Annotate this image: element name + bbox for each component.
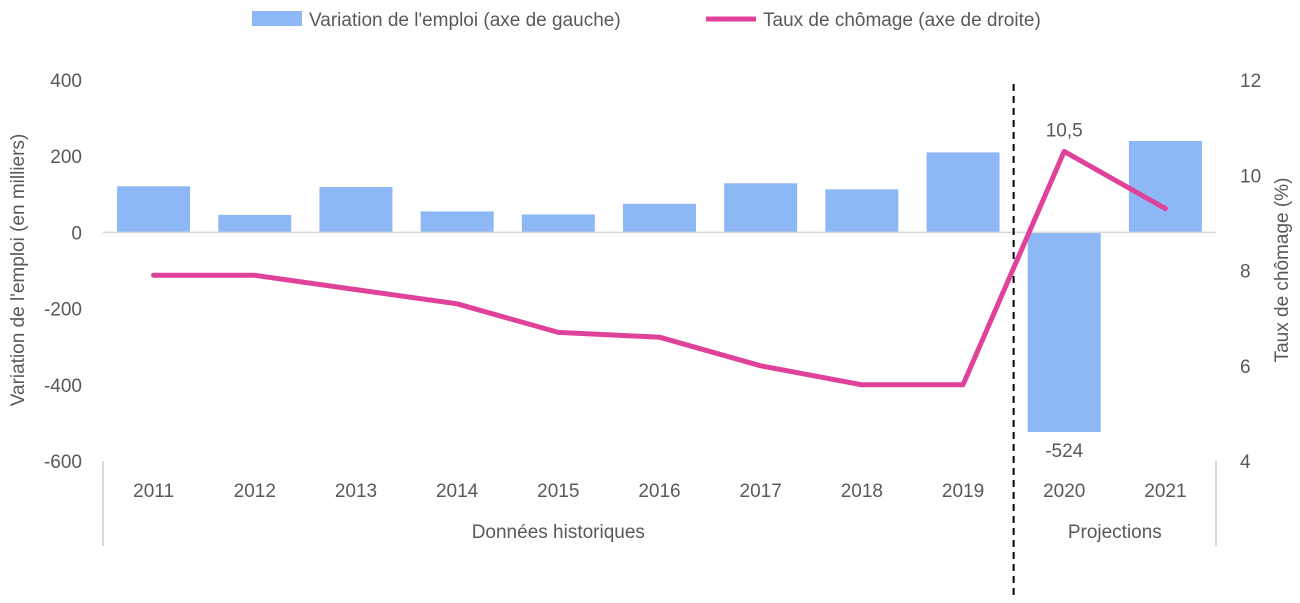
left-tick-label: 0: [71, 223, 82, 244]
group-label: Projections: [1068, 522, 1162, 543]
category-label-2019: 2019: [942, 481, 984, 502]
group-labels: Données historiques Projections: [472, 522, 1162, 543]
left-axis-title: Variation de l'emploi (en milliers): [8, 134, 29, 407]
right-tick-label: 12: [1240, 71, 1261, 92]
bar-2018: [825, 189, 899, 233]
bar-2016: [623, 203, 696, 233]
category-label-2018: 2018: [841, 481, 883, 502]
left-axis-ticks: 400 200 0 -200 -400 -600: [44, 71, 82, 473]
left-tick-label: 400: [50, 71, 82, 92]
left-tick-label: -400: [44, 376, 82, 397]
data-label-2020: -524: [1045, 441, 1083, 462]
bar-2021: [1128, 140, 1202, 233]
legend-label-emploi: Variation de l'emploi (axe de gauche): [309, 10, 621, 31]
bar-2020: [1027, 232, 1101, 433]
category-labels: 2011 2012 2013 2014 2015 2016 2017 2018 2019 2020…: [133, 481, 1186, 502]
right-tick-label: 4: [1240, 452, 1251, 473]
legend: Variation de l'emploi (axe de gauche) Ta…: [252, 10, 1041, 31]
category-label-2020: 2020: [1043, 481, 1085, 502]
right-axis-title: Taux de chômage (%): [1272, 178, 1293, 363]
category-label-2017: 2017: [740, 481, 782, 502]
category-label-2013: 2013: [335, 481, 377, 502]
data-labels: 10,5 -524: [1045, 120, 1083, 462]
category-label-2015: 2015: [537, 481, 579, 502]
right-tick-label: 10: [1240, 166, 1261, 187]
bar-2015: [521, 214, 595, 233]
right-tick-label: 6: [1240, 357, 1251, 378]
bar-2019: [926, 152, 1000, 233]
legend-bar-swatch: [252, 11, 302, 26]
group-label: Données historiques: [472, 522, 645, 543]
bar-2012: [218, 214, 292, 233]
category-label-2021: 2021: [1144, 481, 1186, 502]
category-label-2016: 2016: [638, 481, 680, 502]
bar-2014: [420, 211, 494, 233]
right-tick-label: 8: [1240, 262, 1251, 283]
category-label-2014: 2014: [436, 481, 479, 502]
bar-2013: [319, 187, 393, 233]
category-axis-frame: [102, 461, 1217, 546]
left-tick-label: -200: [44, 300, 82, 321]
right-axis-ticks: 12 10 8 6 4: [1240, 71, 1261, 473]
legend-label-chomage: Taux de chômage (axe de droite): [763, 10, 1041, 31]
left-tick-label: -600: [44, 452, 82, 473]
employment-bars: [117, 140, 1202, 433]
unemployment-rate-line: [151, 148, 1168, 388]
left-tick-label: 200: [50, 147, 82, 168]
data-label-2020: 10,5: [1046, 120, 1083, 141]
bar-2011: [117, 186, 191, 233]
category-label-2011: 2011: [133, 481, 174, 502]
bar-2017: [724, 183, 798, 233]
category-label-2012: 2012: [234, 481, 276, 502]
